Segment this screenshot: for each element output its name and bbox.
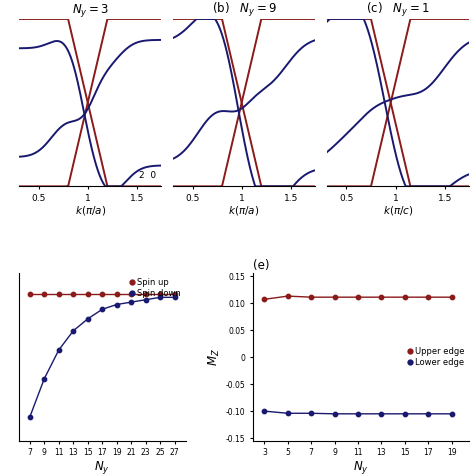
Point bbox=[448, 293, 456, 301]
X-axis label: $k(\pi / a)$: $k(\pi / a)$ bbox=[74, 204, 106, 218]
Point bbox=[84, 315, 91, 323]
X-axis label: $N_y$: $N_y$ bbox=[353, 459, 369, 474]
Point bbox=[70, 290, 77, 298]
Point bbox=[171, 293, 179, 301]
Point bbox=[113, 301, 120, 308]
Point bbox=[171, 290, 179, 298]
Point bbox=[378, 410, 385, 418]
Point bbox=[55, 346, 63, 354]
Point bbox=[331, 293, 338, 301]
Point bbox=[128, 290, 135, 298]
Point bbox=[425, 410, 432, 418]
Point bbox=[308, 293, 315, 301]
Text: 2  0: 2 0 bbox=[139, 171, 156, 180]
Title: (b)   $N_y = 9$: (b) $N_y = 9$ bbox=[212, 1, 276, 19]
Point bbox=[99, 290, 106, 298]
Point bbox=[40, 375, 48, 383]
Point bbox=[331, 410, 338, 418]
Y-axis label: $M_Z$: $M_Z$ bbox=[208, 348, 222, 366]
X-axis label: $N_y$: $N_y$ bbox=[94, 459, 110, 474]
Point bbox=[448, 410, 456, 418]
Point bbox=[142, 296, 149, 303]
Point bbox=[354, 293, 362, 301]
Point bbox=[113, 290, 120, 298]
Legend: Spin up, Spin down: Spin up, Spin down bbox=[128, 278, 182, 299]
Point bbox=[99, 306, 106, 313]
Legend: Upper edge, Lower edge: Upper edge, Lower edge bbox=[406, 346, 465, 368]
Point bbox=[378, 293, 385, 301]
Point bbox=[284, 292, 292, 300]
Point bbox=[26, 413, 34, 421]
Title: (c)   $N_y = 1$: (c) $N_y = 1$ bbox=[366, 1, 430, 19]
Point bbox=[401, 293, 409, 301]
Point bbox=[70, 327, 77, 335]
Point bbox=[55, 290, 63, 298]
X-axis label: $k(\pi / c)$: $k(\pi / c)$ bbox=[383, 204, 413, 218]
Point bbox=[284, 410, 292, 417]
Text: (e): (e) bbox=[253, 259, 269, 272]
Point bbox=[128, 298, 135, 306]
Point bbox=[401, 410, 409, 418]
Point bbox=[261, 296, 268, 303]
Point bbox=[40, 290, 48, 298]
X-axis label: $k(\pi / a)$: $k(\pi / a)$ bbox=[228, 204, 260, 218]
Point bbox=[156, 290, 164, 298]
Point bbox=[354, 410, 362, 418]
Point bbox=[142, 290, 149, 298]
Point bbox=[308, 410, 315, 417]
Title: $N_y = 3$: $N_y = 3$ bbox=[72, 2, 109, 19]
Point bbox=[26, 290, 34, 298]
Point bbox=[84, 290, 91, 298]
Text: 2: 2 bbox=[177, 171, 183, 180]
Point bbox=[156, 293, 164, 301]
Point bbox=[425, 293, 432, 301]
Text: 2  0: 2 0 bbox=[328, 171, 345, 180]
Point bbox=[261, 407, 268, 415]
